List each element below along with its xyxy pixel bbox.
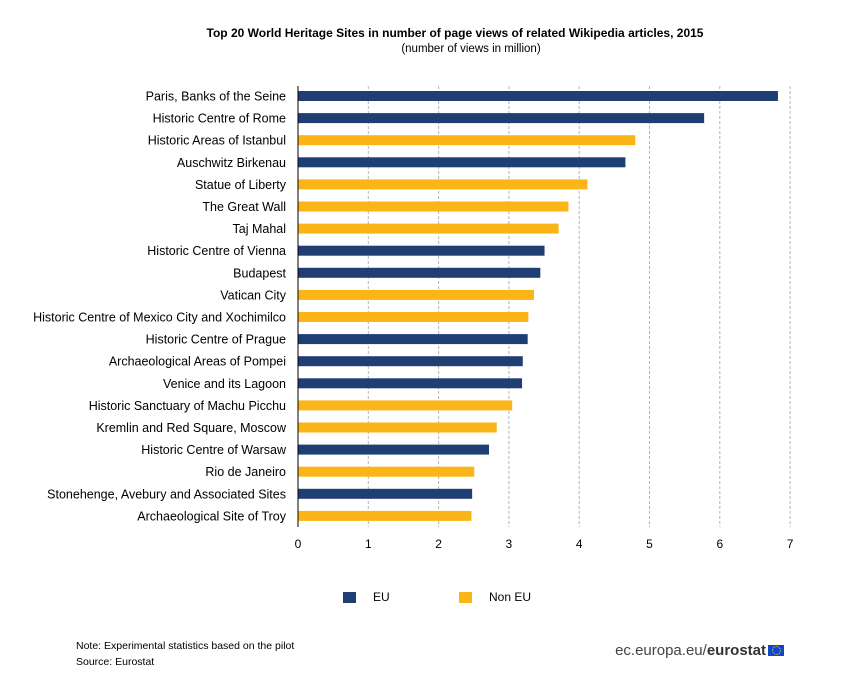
- bar: [298, 356, 523, 367]
- chart-subtitle: (number of views in million): [401, 43, 541, 55]
- x-tick-label: 4: [576, 537, 583, 551]
- category-label: Budapest: [233, 266, 286, 280]
- brand-prefix: ec.europa.eu/: [615, 642, 707, 659]
- x-tick-label: 2: [435, 537, 442, 551]
- category-label: Archaeological Site of Troy: [137, 509, 286, 523]
- bar: [298, 267, 541, 278]
- bar: [298, 312, 529, 322]
- category-label: Auschwitz Birkenau: [177, 156, 286, 170]
- category-label: Archaeological Areas of Pompei: [109, 355, 286, 369]
- bar: [298, 113, 705, 124]
- bar: [298, 378, 523, 389]
- category-label: Historic Sanctuary of Machu Picchu: [89, 399, 286, 413]
- category-label: Venice and its Lagoon: [163, 377, 286, 391]
- category-label: Taj Mahal: [233, 222, 287, 236]
- bar: [298, 223, 559, 234]
- x-tick-label: 7: [787, 537, 794, 551]
- category-label: The Great Wall: [202, 200, 286, 214]
- footnote: Note: Experimental statistics based on t…: [76, 638, 294, 670]
- category-label: Rio de Janeiro: [205, 465, 286, 479]
- note-text: Note: Experimental statistics based on t…: [76, 640, 295, 652]
- category-label: Historic Centre of Warsaw: [141, 443, 287, 457]
- x-axis-ticks: 0 1 2 3 4 5 6 7: [295, 537, 794, 551]
- category-label: Historic Centre of Vienna: [147, 244, 286, 258]
- bar: [298, 488, 473, 499]
- eurostat-branding: ec.europa.eu/eurostat: [615, 642, 784, 659]
- x-tick-label: 5: [646, 537, 653, 551]
- category-label: Statue of Liberty: [195, 178, 287, 192]
- bar: [298, 179, 588, 190]
- bar: [298, 334, 528, 345]
- bar: [298, 510, 472, 521]
- bar: [298, 466, 475, 477]
- category-labels: Paris, Banks of the Seine Historic Centre…: [33, 90, 287, 524]
- x-tick-label: 6: [716, 537, 723, 551]
- x-tick-label: 3: [506, 537, 513, 551]
- bar: [298, 444, 490, 455]
- bar: [298, 245, 545, 256]
- grid-lines: [367, 86, 791, 527]
- category-label: Historic Centre of Rome: [153, 112, 286, 126]
- bar: [298, 400, 513, 411]
- category-label: Historic Centre of Prague: [146, 333, 286, 347]
- category-label: Vatican City: [220, 288, 287, 302]
- bar: [298, 135, 636, 146]
- brand-name: eurostat: [706, 642, 766, 659]
- bar: [298, 157, 626, 168]
- category-label: Kremlin and Red Square, Moscow: [96, 421, 287, 435]
- category-label: Stonehenge, Avebury and Associated Sites: [47, 487, 286, 501]
- bar: [298, 201, 569, 212]
- chart-title: Top 20 World Heritage Sites in number of…: [206, 26, 704, 40]
- eu-flag-icon: [768, 645, 784, 656]
- bars: [298, 91, 778, 521]
- bar: [298, 289, 535, 300]
- category-label: Historic Areas of Istanbul: [148, 134, 286, 148]
- category-label: Paris, Banks of the Seine: [146, 90, 286, 104]
- x-tick-label: 1: [365, 537, 372, 551]
- source-text: Source: Eurostat: [76, 656, 155, 668]
- bar: [298, 91, 778, 101]
- category-label: Historic Centre of Mexico City and Xochi…: [33, 311, 286, 325]
- bar: [298, 422, 497, 433]
- x-tick-label: 0: [295, 537, 302, 551]
